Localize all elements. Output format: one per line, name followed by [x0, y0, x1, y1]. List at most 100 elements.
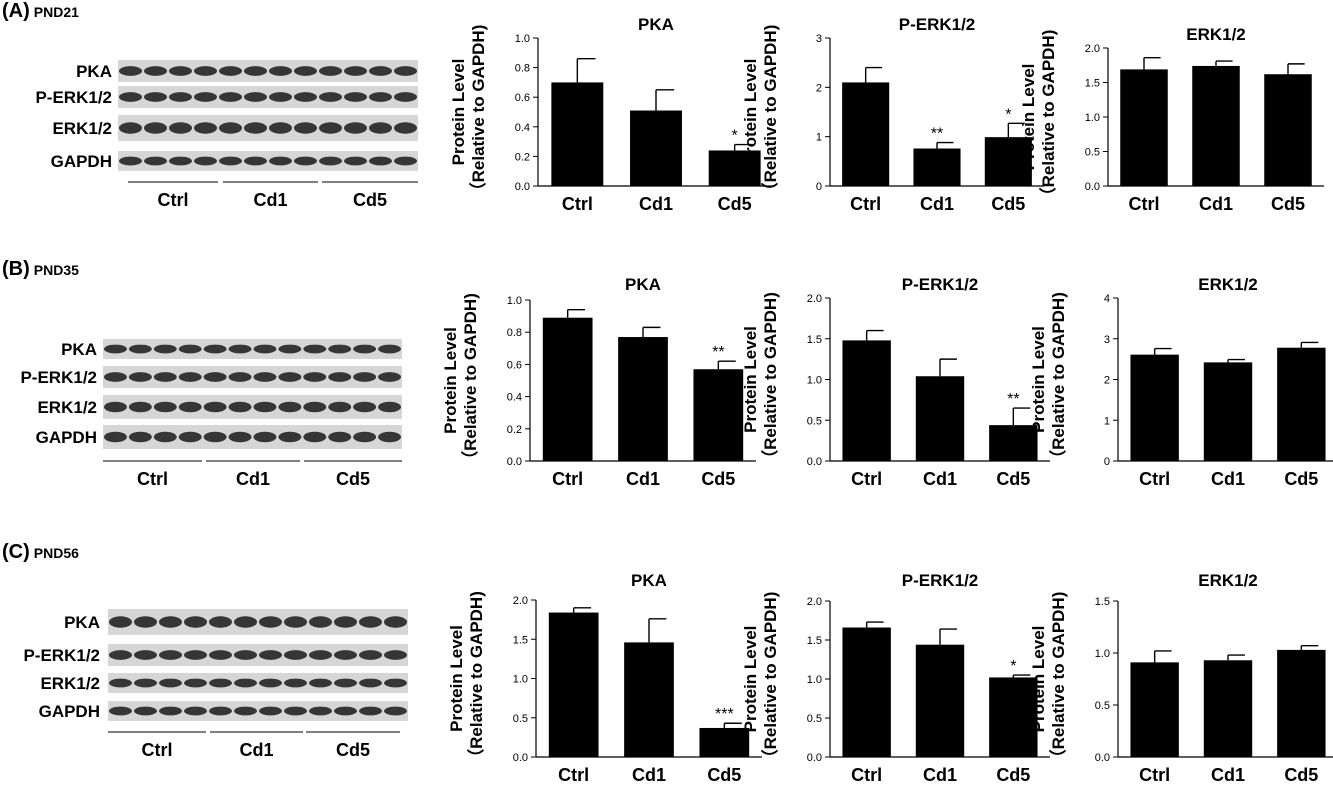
bar — [1130, 354, 1179, 461]
y-tick-label: 0.0 — [507, 456, 522, 468]
blot-band — [228, 344, 252, 354]
y-tick-label: 3 — [1104, 334, 1110, 346]
bar — [984, 137, 1032, 186]
blot-band — [119, 122, 142, 134]
blot-band — [128, 401, 152, 413]
blot-band — [128, 344, 152, 354]
panel-letter: (B) — [2, 258, 30, 280]
blot-band — [353, 401, 377, 413]
blot-strip — [103, 366, 402, 388]
y-tick-label: 0.0 — [807, 456, 822, 468]
significance-marker: * — [1010, 658, 1016, 675]
blot-band — [209, 616, 232, 628]
y-tick-label: 0 — [816, 181, 822, 193]
blot-band — [394, 92, 417, 102]
y-axis-label: Protein Level — [741, 326, 760, 433]
bar — [630, 110, 682, 186]
y-tick-label: 0.0 — [1085, 181, 1100, 193]
group-label: Ctrl — [137, 469, 168, 489]
blot-band — [309, 706, 332, 716]
significance-marker: * — [732, 128, 738, 145]
bar — [624, 642, 674, 757]
bar — [1120, 69, 1168, 186]
blot-band — [194, 156, 217, 166]
blot-band — [184, 706, 207, 716]
blot-row-label: ERK1/2 — [37, 398, 97, 417]
y-tick-label: 0.0 — [1095, 752, 1110, 764]
blot-band — [128, 431, 152, 443]
blot-band — [184, 616, 207, 628]
y-axis-label: （Relative to GAPDH) — [466, 591, 486, 766]
significance-marker: * — [1005, 106, 1011, 123]
y-tick-label: 2.0 — [807, 596, 822, 608]
western-blot-layer: PKA P-ERK1/2 ERK1/2 GAPDH Ctrl Cd1 Cd5 PKA P-ERK… — [20, 60, 418, 760]
blot-row-label: P-ERK1/2 — [35, 88, 112, 107]
blot-row-label: PKA — [61, 340, 97, 359]
blot-band — [394, 156, 417, 166]
blot-strip — [118, 60, 418, 82]
blot-band — [344, 156, 367, 166]
x-tick-label: Cd1 — [1211, 469, 1245, 489]
blot-band — [194, 66, 217, 76]
blot-band — [253, 431, 277, 443]
blot-band — [103, 372, 127, 382]
blot-band — [203, 431, 227, 443]
blot-band — [294, 92, 317, 102]
y-tick-label: 1.0 — [513, 674, 528, 686]
y-tick-label: 0.4 — [515, 122, 530, 134]
bar — [699, 727, 750, 757]
y-tick-label: 1.0 — [807, 375, 822, 387]
blot-band — [328, 344, 352, 354]
y-tick-label: 0.0 — [513, 752, 528, 764]
blot-band — [309, 616, 332, 628]
blot-band — [219, 66, 242, 76]
blot-band — [203, 401, 227, 413]
y-tick-label: 1.0 — [1095, 648, 1110, 660]
chart-title: P-ERK1/2 — [902, 275, 979, 294]
y-tick-label: 2.0 — [1085, 43, 1100, 55]
x-tick-label: Cd1 — [1199, 194, 1233, 214]
bar-chart-layer: 0.0 0.2 0.4 0.6 0.8 1.0 Ctrl Cd1 * Cd5 PKA Protein … — [441, 15, 1333, 785]
blot-band — [228, 401, 252, 413]
blot-band — [134, 650, 157, 660]
blot-band — [178, 401, 202, 413]
blot-strip — [103, 395, 402, 419]
bar — [551, 82, 604, 186]
y-tick-label: 0.0 — [807, 752, 822, 764]
blot-band — [253, 344, 277, 354]
blot-band — [144, 92, 167, 102]
blot-band — [303, 344, 327, 354]
bar-chart: 0.0 0.5 1.0 1.5 Ctrl Cd1 Cd5 ERK1/2 Protein Leve… — [1029, 571, 1333, 785]
bar — [542, 317, 593, 461]
x-tick-label: Ctrl — [552, 469, 583, 489]
y-tick-label: 0.5 — [1095, 700, 1110, 712]
blot-band — [219, 156, 242, 166]
bar — [1203, 660, 1253, 757]
blot-band — [353, 372, 377, 382]
blot-band — [284, 678, 307, 688]
bar — [1130, 662, 1179, 757]
blot-band — [319, 66, 342, 76]
blot-row-label: GAPDH — [36, 428, 97, 447]
blot-band — [234, 650, 257, 660]
blot-band — [153, 372, 177, 382]
y-axis-label: Protein Level — [447, 625, 466, 732]
blot-band — [209, 650, 232, 660]
y-axis-label: （Relative to GAPDH) — [460, 293, 480, 468]
blot-band — [209, 678, 232, 688]
blot-band — [384, 678, 407, 688]
blot-band — [294, 66, 317, 76]
blot-band — [284, 706, 307, 716]
chart-title: ERK1/2 — [1198, 571, 1258, 590]
blot-band — [319, 92, 342, 102]
y-tick-label: 0.5 — [807, 713, 822, 725]
blot-band — [159, 650, 182, 660]
blot-band — [244, 122, 267, 134]
blot-band — [144, 156, 167, 166]
bar-chart: 0.0 0.5 1.0 1.5 2.0 Ctrl Cd1 Cd5 ERK1/2 Protein L… — [1019, 25, 1324, 214]
blot-band — [334, 616, 357, 628]
blot-band — [278, 401, 302, 413]
blot-band — [219, 92, 242, 102]
x-tick-label: Ctrl — [850, 194, 881, 214]
